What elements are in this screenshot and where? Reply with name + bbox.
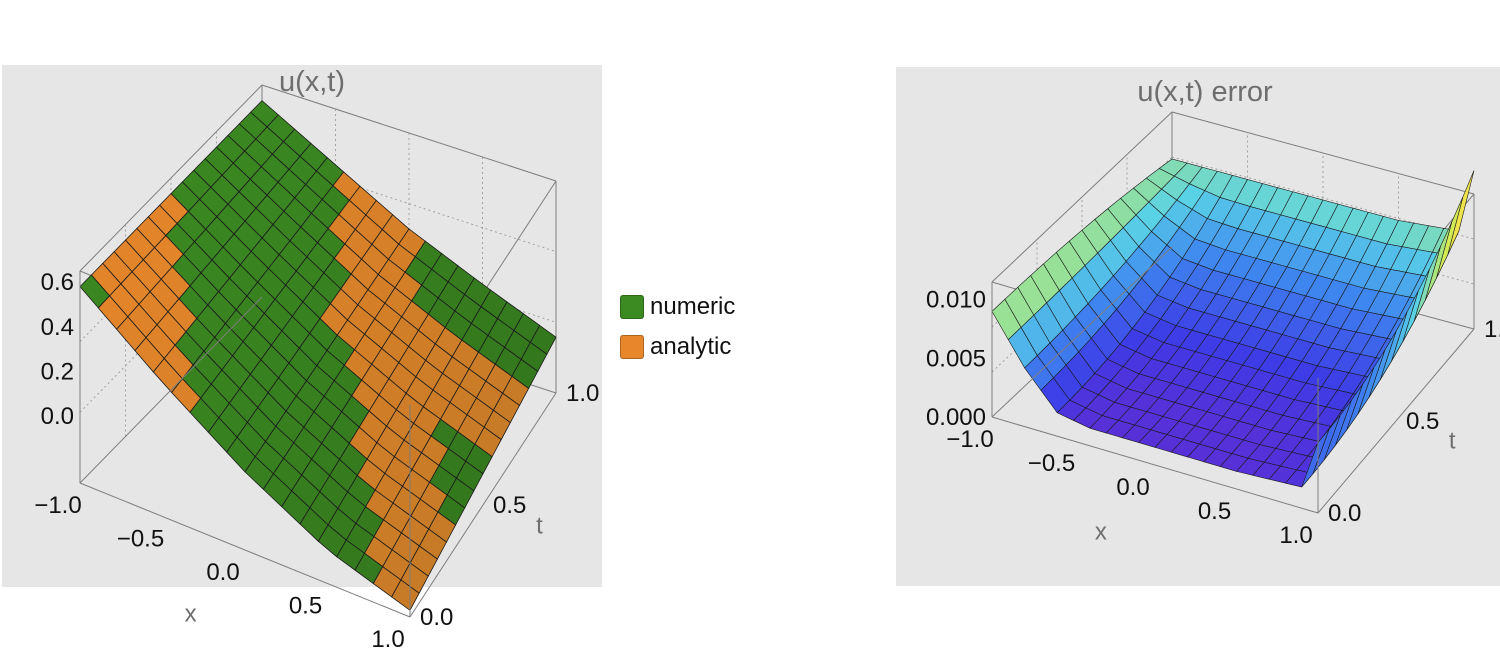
plot-u-x-tick-label: 0.0 <box>206 559 239 586</box>
plot-error-x-tick-label: 0.5 <box>1198 498 1231 525</box>
legend-swatch-numeric <box>620 295 644 319</box>
plot-u-z-tick-label: 0.6 <box>41 269 74 296</box>
plot-u-x-axis-label: x <box>185 600 197 627</box>
plot-error-x-axis-label: x <box>1095 518 1107 545</box>
plot-u-x-tick-label: −0.5 <box>117 526 164 553</box>
surface-error <box>991 158 1475 488</box>
plot-error-x-tick-label: −0.5 <box>1028 450 1075 477</box>
plot-u-t-tick-label: 0.0 <box>420 604 453 631</box>
legend-item-numeric: numeric <box>620 287 735 327</box>
chart-title-error: u(x,t) error <box>1137 76 1273 108</box>
legend-swatch-analytic <box>620 335 644 359</box>
plot-error-box-edge-back-top <box>1171 111 1475 195</box>
surface-error-cell <box>1301 428 1330 488</box>
plot-u-box-edge-left-bottom <box>79 296 263 484</box>
surface-error-cell <box>1447 170 1475 256</box>
plot-u-x-tick-label: 1.0 <box>371 626 404 653</box>
plot-error-box-edge-right-bottom <box>1317 328 1475 514</box>
plot-error-t-tick-label: 0.0 <box>1328 500 1361 527</box>
plot-error-z-tick-label: 0.010 <box>926 287 986 314</box>
plot-panel-error: u(x,t) error −1.0 −0.5 0.0 0.5 1.0 0.0 0.5 1.0 0.… <box>896 67 1500 586</box>
plot-u-box-edge-front-bottom <box>79 482 411 618</box>
surface-u <box>79 100 557 611</box>
plot-error-t-axis-label: t <box>1449 428 1456 455</box>
plot-u-t-tick-label: 1.0 <box>566 380 599 407</box>
plot-error-box-edge-left-bottom <box>991 246 1173 418</box>
plot-error-x-tick-label: 1.0 <box>1279 522 1312 549</box>
plot-panel-u: u(x,t) −1.0 −0.5 0.0 0.5 1.0 0.0 0.5 1.0 0.0 0.2 0.… <box>2 65 602 653</box>
plot-u-t-tick-label: 0.5 <box>493 492 526 519</box>
plot-u-z-tick-label: 0.0 <box>41 403 74 430</box>
plot-error-box-edge-top-left <box>991 111 1173 283</box>
plot-error-z-tick-label: 0.005 <box>926 345 986 372</box>
plot-error-x-tick-label: −1.0 <box>946 426 993 453</box>
plot-u-z-tick-label: 0.2 <box>41 358 74 385</box>
surface-plot-error[interactable]: u(x,t) error −1.0 −0.5 0.0 0.5 1.0 0.0 0.5 1.0 0.… <box>896 67 1500 586</box>
legend: numeric analytic <box>620 287 735 367</box>
plot-error-z-tick-label: 0.000 <box>926 404 986 431</box>
plot-error-x-tick-label: 0.0 <box>1116 474 1149 501</box>
plot-u-z-tick-label: 0.4 <box>41 314 74 341</box>
legend-label-analytic: analytic <box>650 333 732 360</box>
plot-u-x-tick-label: 0.5 <box>289 593 322 620</box>
plot-u-x-tick-label: −1.0 <box>34 492 81 519</box>
surface-plot-u[interactable]: u(x,t) −1.0 −0.5 0.0 0.5 1.0 0.0 0.5 1.0 0.0 0.2 0.… <box>2 65 602 653</box>
surface-u-cell <box>391 579 420 611</box>
legend-label-numeric: numeric <box>650 293 736 320</box>
plot-error-t-tick-label: 1.0 <box>1484 316 1500 343</box>
plot-u-box-edge-right-bottom <box>409 392 557 618</box>
chart-title-u: u(x,t) <box>279 66 345 98</box>
plot-error-box-edge-front-bottom <box>991 416 1319 514</box>
legend-item-analytic: analytic <box>620 327 735 367</box>
plot-u-t-axis-label: t <box>536 512 543 539</box>
plot-error-t-tick-label: 0.5 <box>1406 408 1439 435</box>
